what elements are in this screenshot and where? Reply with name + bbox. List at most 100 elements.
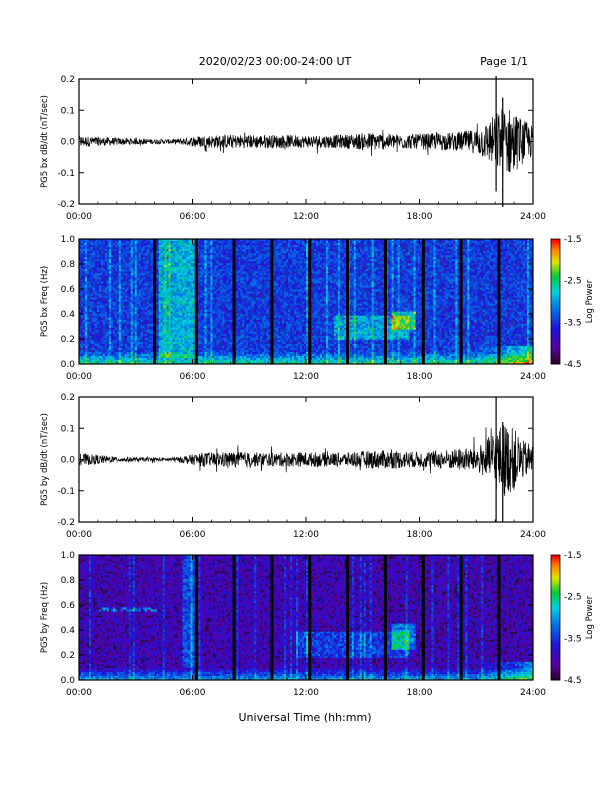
spectrogram-cell (170, 275, 173, 278)
spectrogram-cell (204, 259, 207, 262)
spectrogram-cell (198, 349, 201, 353)
spectrogram-cell (130, 275, 134, 278)
spectrogram-cell (134, 289, 138, 292)
spectrogram-cell (86, 341, 90, 345)
spectrogram-cell (202, 335, 205, 339)
spectrogram-cell (108, 321, 112, 325)
spectrogram-cell (148, 289, 152, 292)
spectrogram-cell (84, 309, 88, 312)
spectrogram-cell (222, 271, 225, 274)
spectrogram-cell (156, 299, 160, 302)
spectrogram-cell (166, 303, 169, 306)
spectrogram-cell (176, 291, 179, 294)
spectrogram-cell (190, 351, 193, 355)
spectrogram-cell (218, 273, 221, 276)
spectrogram-cell (80, 289, 84, 292)
spectrogram-cell (190, 263, 193, 266)
spectrogram-cell (166, 339, 169, 343)
spectrogram-cell (216, 297, 219, 300)
spectrogram-cell (124, 317, 128, 321)
spectrogram-cell (98, 275, 102, 278)
spectrogram-cell (200, 303, 203, 306)
spectrogram-cell (134, 313, 138, 317)
spectrogram-cell (170, 311, 173, 314)
spectrogram-cell (126, 311, 130, 314)
spectrogram-cell (166, 255, 169, 258)
spectrogram-cell (110, 341, 114, 345)
spectrogram-cell (208, 361, 211, 365)
spectrogram-cell (174, 359, 177, 363)
spectrogram-cell (204, 273, 207, 276)
spectrogram-cell (184, 321, 187, 325)
spectrogram-cell (164, 297, 168, 300)
spectrogram-cell (198, 243, 201, 246)
spectrogram-cell (102, 361, 106, 365)
spectrogram-cell (174, 333, 177, 337)
spectrogram-cell (178, 291, 181, 294)
spectrogram-cell (96, 307, 100, 310)
spectrogram-cell (94, 243, 98, 246)
spectrogram-cell (168, 257, 171, 260)
spectrogram-cell (94, 261, 98, 264)
spectrogram-cell (164, 349, 168, 353)
spectrogram-cell (220, 309, 223, 312)
spectrogram-cell (208, 253, 211, 256)
spectrogram-cell (182, 347, 185, 351)
spectrogram-cell (130, 351, 134, 355)
spectrogram-cell (86, 291, 90, 294)
spectrogram-cell (212, 335, 215, 339)
spectrogram-cell (164, 341, 168, 345)
spectrogram-cell (216, 341, 219, 345)
spectrogram-cell (118, 331, 122, 335)
spectrogram-cell (98, 271, 102, 274)
spectrogram-cell (124, 241, 128, 244)
spectrogram-cell (168, 315, 171, 319)
spectrogram-cell (180, 331, 183, 335)
spectrogram-cell (136, 247, 140, 250)
spectrogram-cell (124, 293, 128, 296)
spectrogram-cell (122, 319, 126, 323)
spectrogram-cell (192, 281, 195, 284)
spectrogram-cell (206, 239, 209, 242)
spectrogram-cell (80, 257, 84, 260)
spectrogram-cell (136, 267, 140, 270)
spectrogram-cell (214, 303, 217, 306)
spectrogram-cell (100, 295, 104, 298)
spectrogram-cell (150, 319, 154, 323)
spectrogram-cell (110, 285, 114, 288)
spectrogram-cell (122, 327, 126, 331)
spectrogram-cell (192, 267, 195, 270)
spectrogram-cell (178, 335, 181, 339)
spectrogram-cell (166, 283, 169, 286)
spectrogram-cell (140, 279, 144, 282)
spectrogram-cell (190, 261, 193, 264)
spectrogram-cell (112, 317, 116, 321)
spectrogram-cell (106, 321, 110, 325)
spectrogram-cell (204, 247, 207, 250)
spectrogram-cell (216, 283, 219, 286)
spectrogram-cell (192, 331, 195, 335)
spectrogram-cell (122, 289, 126, 292)
spectrogram-cell (222, 297, 225, 300)
spectrogram-cell (214, 307, 217, 310)
spectrogram-cell (114, 341, 118, 345)
spectrogram-cell (218, 293, 221, 296)
spectrogram-cell (124, 311, 128, 314)
spectrogram-cell (216, 261, 219, 264)
spectrogram-cell (206, 281, 209, 284)
spectrogram-cell (130, 329, 134, 333)
spectrogram-cell (202, 325, 205, 329)
spectrogram-cell (198, 269, 201, 272)
spectrogram-cell (176, 361, 179, 365)
spectrogram-cell (184, 309, 187, 312)
spectrogram-cell (176, 355, 179, 359)
spectrogram-cell (106, 243, 110, 246)
spectrogram-cell (126, 277, 130, 280)
spectrogram-cell (174, 283, 177, 286)
spectrogram-cell (174, 295, 177, 298)
spectrogram-cell (202, 261, 205, 264)
spectrogram-cell (180, 291, 183, 294)
spectrogram-cell (180, 355, 183, 359)
spectrogram-cell (188, 353, 191, 357)
spectrogram-cell (190, 289, 193, 292)
